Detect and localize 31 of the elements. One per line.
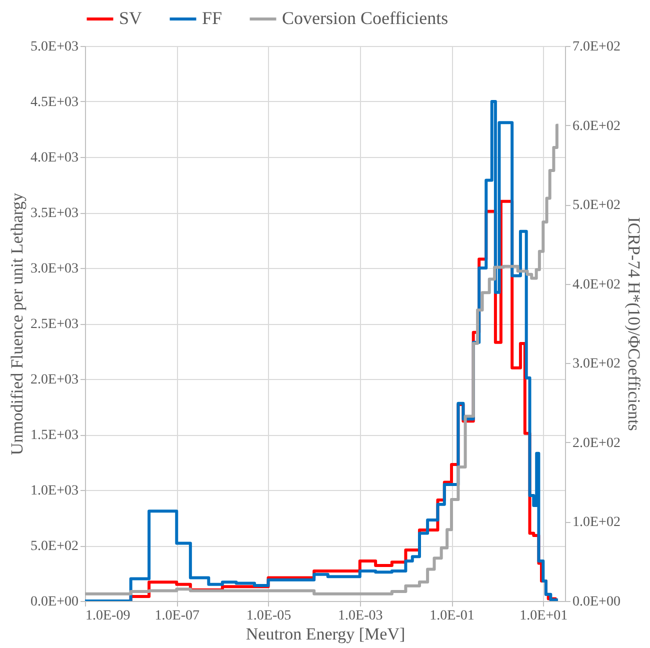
y-tick-label: 2.0E+03 <box>30 372 78 388</box>
y2-tick-label: 6.0E+02 <box>572 118 620 134</box>
y2-tick-label: 1.0E+02 <box>572 515 620 530</box>
legend-label: Coversion Coefficients <box>282 8 448 28</box>
y2-tick-label: 0.0E+00 <box>572 594 620 610</box>
x-tick-label: 1.0E-03 <box>338 608 383 624</box>
y-tick-label: 4.5E+03 <box>30 95 78 110</box>
y-tick-label: 3.0E+03 <box>30 262 78 276</box>
y2-tick-label: 4.0E+02 <box>572 277 620 292</box>
x-tick-label: 1.0E+01 <box>520 608 568 624</box>
y-tick-label: 5.0E+02 <box>30 539 78 554</box>
x-tick-label: 1.0E-07 <box>154 608 200 624</box>
y-tick-label: 1.5E+03 <box>30 428 78 443</box>
legend-label: FF <box>202 8 222 28</box>
y2-tick-label: 5.0E+02 <box>572 198 620 214</box>
legend-label: SV <box>119 8 142 28</box>
y2-tick-label: 3.0E+02 <box>572 356 620 372</box>
y-tick-label: 2.5E+03 <box>30 317 78 332</box>
y-tick-label: 0.0E+00 <box>30 594 78 610</box>
x-tick-label: 1.0E-05 <box>246 608 292 624</box>
y2-tick-label: 2.0E+02 <box>572 436 620 451</box>
y-tick-label: 5.0E+03 <box>30 40 78 54</box>
x-tick-label: 1.0E-01 <box>430 608 474 624</box>
y2-axis-title: ICRP-74 H*(10)/ΦCoefficients <box>624 217 644 431</box>
x-axis-title: Neutron Energy [MeV] <box>246 624 406 644</box>
y-axis-title: Unmodified Fluence per unit Lethargy <box>8 192 27 456</box>
x-tick-label: 1.0E-09 <box>86 608 130 624</box>
y-tick-label: 1.0E+03 <box>30 484 78 498</box>
y-tick-label: 4.0E+03 <box>30 150 78 166</box>
y2-tick-label: 7.0E+02 <box>572 40 620 54</box>
y-tick-label: 3.5E+03 <box>30 206 78 221</box>
